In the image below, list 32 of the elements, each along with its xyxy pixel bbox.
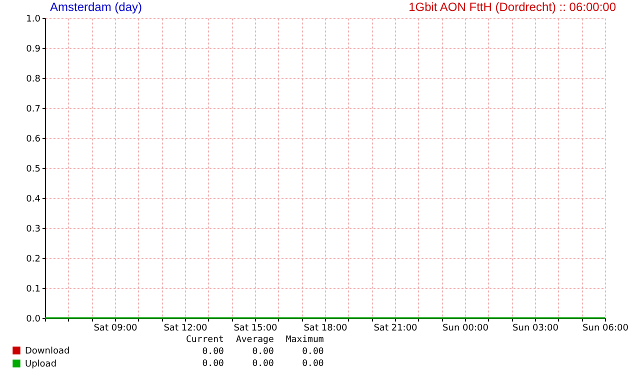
text: Current [185, 334, 225, 346]
chart-subtitle: 1Gbit AON FttH (Dordrecht) :: 06:00:00 [408, 0, 616, 14]
x-tick-label: Sun 03:00 [512, 324, 559, 334]
legend-label: Upload [25, 360, 57, 370]
chart-title: Amsterdam (day) [50, 0, 142, 14]
text: 0.00 [251, 358, 275, 370]
y-tick-label: 0.4 [26, 194, 41, 204]
text: 0.00 [201, 346, 225, 358]
y-tick-label: 0.2 [26, 254, 40, 264]
text: 0.00 [301, 358, 325, 370]
x-tick-label: Sat 15:00 [234, 324, 278, 334]
y-tick-label: 0.1 [26, 284, 40, 294]
legend-label: Download [25, 346, 70, 356]
x-tick-label: Sun 00:00 [442, 324, 489, 334]
y-tick-label: 0.9 [26, 44, 41, 54]
y-tick-label: 0.3 [26, 224, 40, 234]
x-tick-label: Sat 18:00 [304, 324, 348, 334]
text: Maximum [284, 334, 325, 346]
y-tick-label: 0.5 [26, 164, 40, 174]
y-tick-label: 1.0 [26, 14, 41, 24]
x-tick-label: Sun 06:00 [582, 324, 629, 334]
x-tick-label: Sat 09:00 [94, 324, 138, 334]
text: Average [234, 334, 275, 346]
y-tick-label: 0.8 [26, 74, 41, 84]
text: 0.00 [251, 346, 275, 358]
y-tick-label: 0.7 [26, 104, 40, 114]
y-tick-label: 0.6 [26, 134, 41, 144]
text: 0.00 [301, 346, 325, 358]
x-tick-label: Sat 12:00 [164, 324, 208, 334]
x-tick-label: Sat 21:00 [374, 324, 418, 334]
y-tick-label: 0.0 [26, 314, 41, 324]
text: 0.00 [201, 358, 225, 370]
